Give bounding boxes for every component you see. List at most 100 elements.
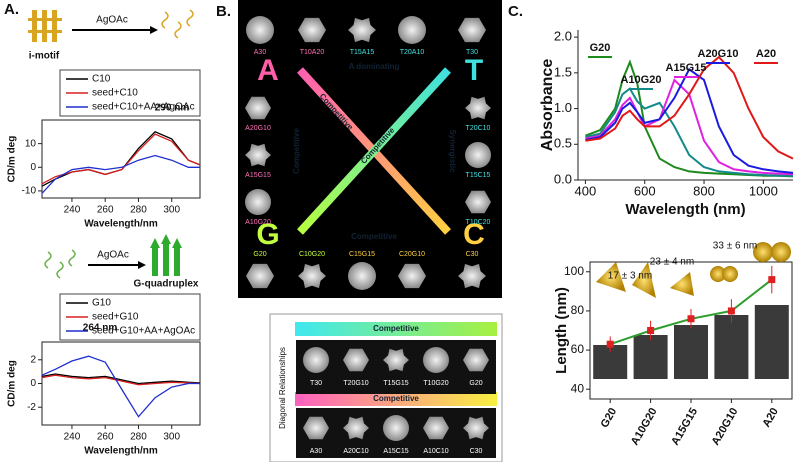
annotation: 23 ± 4 nm xyxy=(650,257,694,268)
particle-image xyxy=(423,347,449,373)
legend-label: G10 xyxy=(92,298,111,309)
particle-image xyxy=(463,416,489,440)
particle-image xyxy=(383,348,409,372)
plot-frame xyxy=(41,119,201,199)
y-axis-title: CD/m deg xyxy=(7,136,18,183)
marker xyxy=(647,327,655,334)
particle-image xyxy=(465,142,491,168)
particle-label: A15G15 xyxy=(245,172,271,179)
sem-inset xyxy=(674,325,708,379)
series-line xyxy=(41,373,201,385)
arrow-head xyxy=(138,261,146,269)
marker xyxy=(727,307,735,315)
particle-image xyxy=(458,263,486,289)
y-tick-label: 1.5 xyxy=(554,64,572,79)
series-label: G20 xyxy=(590,42,611,54)
box-title: Diagonal Relationships xyxy=(278,347,287,429)
particle-label: T20G10 xyxy=(343,380,368,387)
particle-image xyxy=(298,263,326,289)
particle-label: A10C10 xyxy=(423,448,448,455)
particle-image xyxy=(245,96,271,120)
corner-letter: T xyxy=(465,54,483,87)
particle-label: C30 xyxy=(466,251,479,258)
particle-label: T30 xyxy=(466,49,478,56)
y-tick-label: 0.5 xyxy=(554,136,572,151)
marker xyxy=(687,315,695,323)
x-tick-label: 1000 xyxy=(749,183,778,198)
particle-label: A30 xyxy=(310,448,323,455)
corner-letter: A xyxy=(257,54,279,87)
np-icon xyxy=(710,266,726,282)
particle-image xyxy=(398,263,426,289)
particle-label: C15G15 xyxy=(349,251,375,258)
row-bar xyxy=(295,322,497,336)
g-quadruplex-icon xyxy=(150,234,182,276)
panel-label: B. xyxy=(216,3,231,20)
x-axis-title: Wavelength (nm) xyxy=(625,201,745,218)
y-axis-title: Absorbance xyxy=(539,59,556,152)
particle-label: T15A15 xyxy=(350,49,375,56)
y-tick-label: 2 xyxy=(30,354,36,365)
particle-label: T20A10 xyxy=(400,49,425,56)
annotation: 290 nm xyxy=(155,103,190,114)
particle-label: C30 xyxy=(470,448,483,455)
np-icon xyxy=(722,266,738,282)
x-tick-label: 260 xyxy=(97,432,114,443)
np-icon xyxy=(753,242,773,262)
plot-frame xyxy=(41,341,201,426)
particle-label: C10G20 xyxy=(299,251,325,258)
y-tick-label: 1.0 xyxy=(554,100,572,115)
i-motif-icon xyxy=(28,10,62,42)
sem-inset xyxy=(754,305,789,379)
particle-label: A15C15 xyxy=(383,448,408,455)
particle-label: T10C20 xyxy=(466,219,491,226)
scheme-label: G-quadruplex xyxy=(133,279,198,290)
annotation: 264 nm xyxy=(83,323,118,334)
particle-label: T30 xyxy=(310,380,322,387)
y-tick-label: 0 xyxy=(30,378,36,389)
particle-label: T10G20 xyxy=(423,380,448,387)
scheme-reagent: AgOAc xyxy=(97,250,129,261)
particle-image xyxy=(465,96,491,120)
series-label: A20G10 xyxy=(698,48,739,60)
particle-image xyxy=(463,348,489,372)
particle-image xyxy=(303,347,329,373)
y-tick-label: -2 xyxy=(27,402,36,413)
particle-image xyxy=(246,16,274,44)
particle-label: T15C15 xyxy=(466,172,491,179)
scheme-label: i-motif xyxy=(29,51,60,62)
particle-image xyxy=(343,416,369,440)
series-label: A10G20 xyxy=(621,74,662,86)
particle-image xyxy=(348,17,376,43)
x-tick-label: 300 xyxy=(163,432,180,443)
y-tick-label: 10 xyxy=(25,138,37,149)
y-tick-label: 100 xyxy=(564,264,584,278)
y-tick-label: 40 xyxy=(571,381,585,395)
panel-label: C. xyxy=(508,3,523,20)
np-icon xyxy=(771,242,791,262)
series-line xyxy=(41,374,201,386)
x-tick-label: A10G20 xyxy=(629,406,660,447)
particle-label: G20 xyxy=(469,380,482,387)
x-tick-label: 300 xyxy=(163,205,180,216)
particle-label: G20 xyxy=(253,251,266,258)
x-tick-label: 800 xyxy=(693,183,715,198)
particle-image xyxy=(348,262,376,290)
relationship-square xyxy=(292,62,456,240)
np-icon xyxy=(596,262,626,292)
particle-label: A20G10 xyxy=(245,125,271,132)
series-line xyxy=(41,355,200,418)
particle-label: A10G20 xyxy=(245,219,271,226)
arrow-head xyxy=(150,26,158,34)
scheme-reagent: AgOAc xyxy=(96,15,128,26)
annotation: 33 ± 6 nm xyxy=(713,241,757,252)
y-tick-label: -10 xyxy=(22,186,37,197)
particle-label: C20G10 xyxy=(399,251,425,258)
x-axis-title: Wavelength/nm xyxy=(84,219,158,230)
series-line xyxy=(41,133,201,185)
row-heading: Competitive xyxy=(373,324,419,333)
strands xyxy=(161,9,194,39)
legend-label: seed+C10+AA+AgOAc xyxy=(92,102,195,113)
series-line xyxy=(585,55,794,160)
x-tick-label: 600 xyxy=(634,183,656,198)
